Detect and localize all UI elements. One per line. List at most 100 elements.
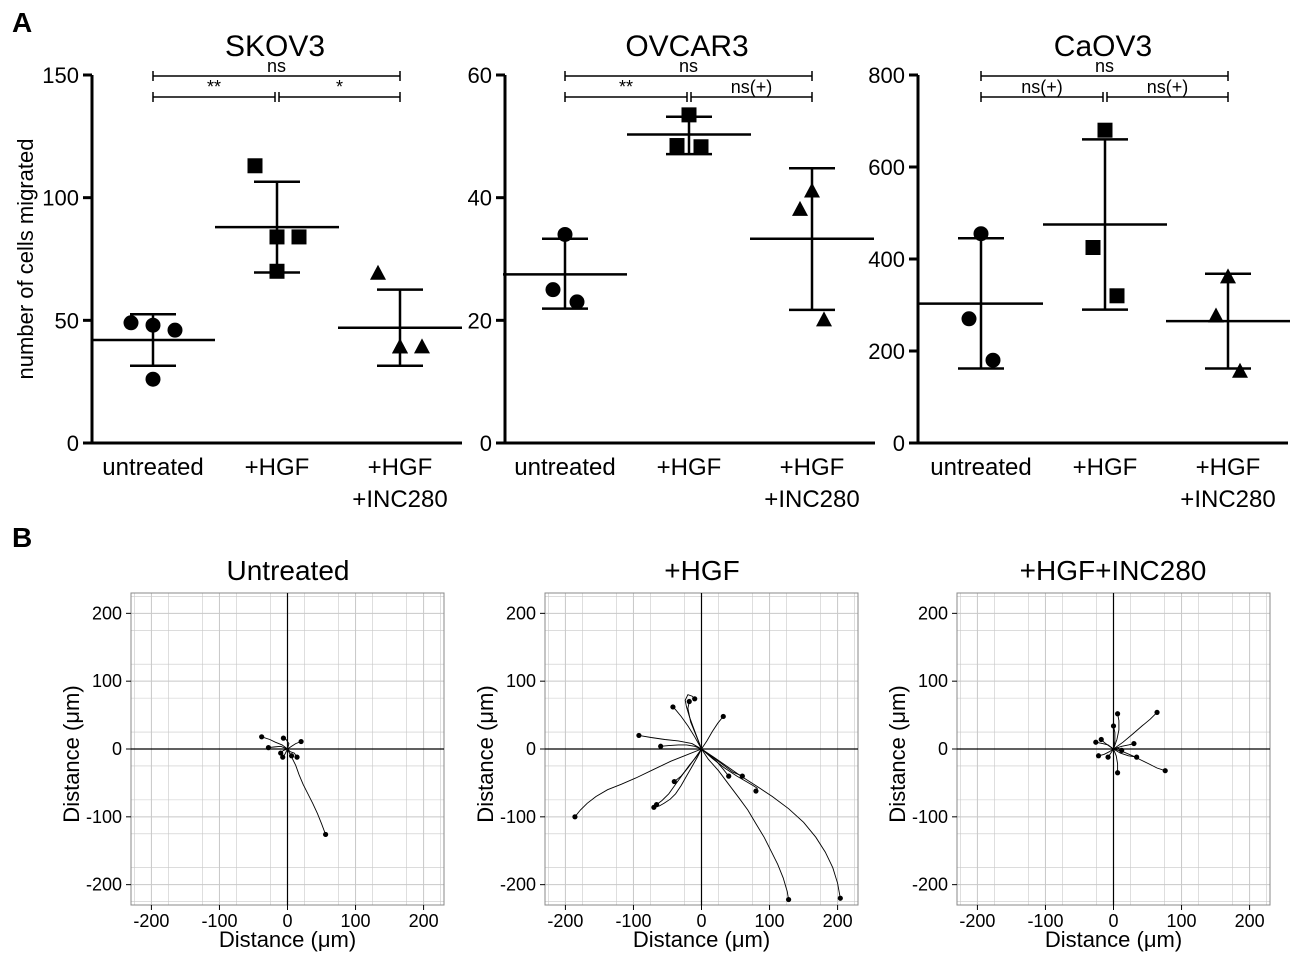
x-tick-label: -200 xyxy=(959,911,995,931)
x-axis-label: Distance (μm) xyxy=(633,927,770,952)
track-endpoint xyxy=(1114,770,1121,776)
track-endpoint xyxy=(1095,753,1102,759)
cell-track xyxy=(261,736,288,750)
cell-track xyxy=(653,748,702,808)
x-category-label: untreated xyxy=(102,454,203,481)
cell-track xyxy=(1113,748,1137,758)
x-axis-label: Distance (μm) xyxy=(1045,927,1182,952)
cell-track xyxy=(1113,748,1119,773)
y-tick-label: -200 xyxy=(86,875,122,895)
cell-track xyxy=(287,748,327,835)
x-tick-label: 100 xyxy=(1167,911,1197,931)
track-endpoint xyxy=(1119,747,1125,753)
chart-title: SKOV3 xyxy=(225,30,325,63)
x-tick-label: 0 xyxy=(1108,911,1118,931)
y-tick-label: 0 xyxy=(893,431,905,456)
track-endpoint xyxy=(636,732,642,739)
data-point xyxy=(985,352,1001,368)
track-endpoint xyxy=(1134,754,1140,760)
y-tick-label: -200 xyxy=(500,875,536,895)
track-endpoint xyxy=(785,896,792,903)
track-endpoint xyxy=(288,753,295,759)
y-tick-label: 20 xyxy=(468,308,492,333)
cell-track xyxy=(656,748,702,805)
panel-label-a: A xyxy=(12,7,32,38)
data-point xyxy=(816,311,832,327)
track-endpoint xyxy=(259,734,265,740)
y-axis-label: Distance (μm) xyxy=(885,685,910,822)
x-tick-label: -100 xyxy=(201,911,237,931)
y-tick-label: 100 xyxy=(918,671,948,691)
y-tick-label: 200 xyxy=(868,339,905,364)
data-point xyxy=(1085,240,1101,255)
cell-track xyxy=(574,748,702,818)
significance-label: * xyxy=(336,77,343,97)
cell-track xyxy=(701,748,758,792)
cell-track xyxy=(674,748,702,782)
significance-label: ns(+) xyxy=(731,77,773,97)
data-point xyxy=(792,200,808,216)
cell-track xyxy=(701,716,724,750)
x-tick-label: -200 xyxy=(133,911,169,931)
x-category-label: +INC280 xyxy=(352,486,447,513)
x-category-label: +HGF xyxy=(1196,454,1261,481)
track-endpoint xyxy=(1154,709,1160,715)
data-point xyxy=(291,229,307,245)
track-endpoint xyxy=(1110,723,1117,729)
y-tick-label: 60 xyxy=(468,63,492,88)
track-endpoint xyxy=(265,745,272,751)
chart-title: CaOV3 xyxy=(1054,30,1152,63)
cell-track xyxy=(1098,748,1114,757)
cell-track xyxy=(268,745,288,750)
x-category-label: +INC280 xyxy=(764,486,859,513)
cell-track xyxy=(701,748,790,900)
tracks-hgf-inc280: +HGF+INC280 -200 -100 0 100 200 -200 -100 0 100 20… xyxy=(885,555,1271,952)
x-tick-label: 200 xyxy=(1235,911,1265,931)
data-point xyxy=(961,311,977,327)
data-point xyxy=(1109,288,1125,304)
data-point xyxy=(681,107,697,123)
tracks-untreated: Untreated -200 -100 0 100 200 -200 -100 0 100 200 D… xyxy=(59,555,445,952)
x-category-label: +HGF xyxy=(368,454,433,481)
significance-label: ** xyxy=(207,77,221,97)
track-endpoint xyxy=(1098,736,1104,743)
track-endpoint xyxy=(686,698,692,705)
track-endpoint xyxy=(837,895,843,901)
scatter-caov3: CaOV3 0 200 400 600 800 untreated +HGF +HGF +INC2… xyxy=(868,30,1290,513)
data-point xyxy=(1232,362,1248,378)
data-point xyxy=(1097,122,1113,138)
track-endpoint xyxy=(726,773,732,779)
data-point xyxy=(167,322,183,338)
y-tick-label: 0 xyxy=(112,739,122,759)
scatter-skov3: SKOV3 number of cells migrated 0 50 100 150 un… xyxy=(13,30,462,513)
y-tick-label: 100 xyxy=(42,186,79,211)
cell-track xyxy=(701,748,841,899)
y-tick-label: 0 xyxy=(480,431,492,456)
y-tick-label: -100 xyxy=(500,807,536,827)
y-tick-label: 0 xyxy=(67,431,79,456)
y-tick-label: 400 xyxy=(868,247,905,272)
x-tick-label: -200 xyxy=(547,911,583,931)
cell-track xyxy=(660,744,702,750)
track-endpoint xyxy=(671,778,677,785)
track-endpoint xyxy=(280,754,286,760)
data-point xyxy=(545,282,561,298)
chart-title: OVCAR3 xyxy=(625,30,748,63)
track-endpoint xyxy=(1093,739,1099,745)
x-tick-label: 200 xyxy=(409,911,439,931)
y-tick-label: 100 xyxy=(92,671,122,691)
x-tick-label: -100 xyxy=(615,911,651,931)
x-tick-label: -100 xyxy=(1027,911,1063,931)
data-point xyxy=(693,139,709,155)
y-tick-label: 50 xyxy=(55,308,79,333)
track-endpoint xyxy=(739,773,745,779)
y-tick-label: -200 xyxy=(912,875,948,895)
x-tick-label: 200 xyxy=(823,911,853,931)
track-endpoint xyxy=(278,750,284,756)
x-category-label: untreated xyxy=(514,454,615,481)
significance-label: ns(+) xyxy=(1147,77,1189,97)
track-endpoint xyxy=(280,735,287,741)
y-tick-label: -100 xyxy=(912,807,948,827)
data-point xyxy=(247,158,263,174)
